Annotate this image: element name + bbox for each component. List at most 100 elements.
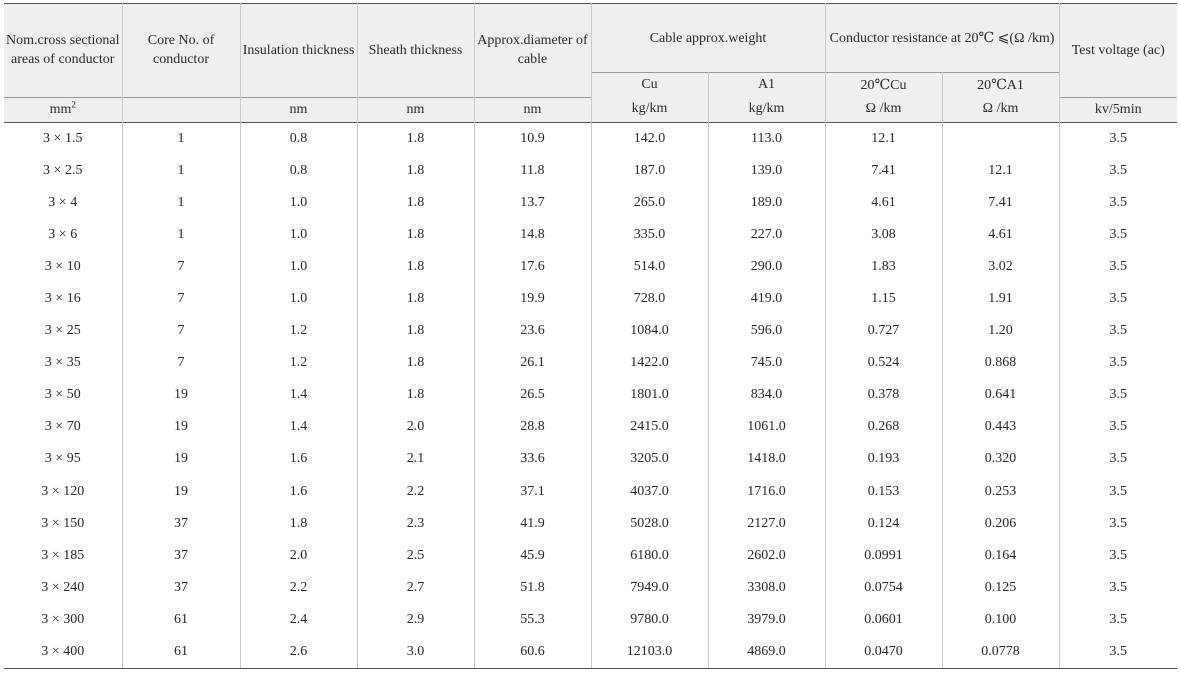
cell-sheath: 2.3 <box>357 507 475 540</box>
cell-sheath: 1.8 <box>357 122 475 155</box>
cell-res-cu: 1.15 <box>825 282 943 316</box>
cell-res-al: 0.100 <box>942 603 1060 636</box>
cell-voltage: 3.5 <box>1059 154 1178 187</box>
cell-res-cu: 0.153 <box>825 475 943 508</box>
header-sheath: Sheath thickness <box>357 3 475 97</box>
cell-diameter: 33.6 <box>474 443 592 476</box>
cell-cores: 19 <box>122 443 241 476</box>
cell-sheath: 1.8 <box>357 379 475 412</box>
cell-cores: 1 <box>122 154 241 187</box>
cell-weight-cu: 5028.0 <box>591 507 709 540</box>
cell-sheath: 2.0 <box>357 411 475 444</box>
cell-area: 3 × 95 <box>4 443 123 476</box>
cell-insulation: 1.0 <box>240 250 358 283</box>
cell-weight-al: 3979.0 <box>708 603 826 636</box>
cell-voltage: 3.5 <box>1059 636 1178 670</box>
table-row: 3 × 16 7 1.0 1.8 19.9 728.0 419.0 1.15 1.91 3.5 <box>4 282 1178 316</box>
cell-weight-al: 3308.0 <box>708 571 826 604</box>
header-row-units: mm2 nm nm nm kg/km kg/km Ω /km Ω /km kv/… <box>4 96 1178 122</box>
cell-res-al: 0.0778 <box>942 636 1060 670</box>
cell-diameter: 26.5 <box>474 379 592 412</box>
unit-diameter: nm <box>474 96 592 122</box>
cell-insulation: 2.0 <box>240 539 358 572</box>
cell-insulation: 1.2 <box>240 315 358 348</box>
header-weight-cu: Cu <box>591 72 709 97</box>
header-weight: Cable approx.weight <box>591 3 826 73</box>
unit-area: mm2 <box>4 96 123 122</box>
cell-cores: 1 <box>122 122 241 155</box>
table-row: 3 × 95 19 1.6 2.1 33.6 3205.0 1418.0 0.193 0.320… <box>4 443 1178 476</box>
cell-area: 3 × 10 <box>4 250 123 283</box>
cell-res-cu: 1.83 <box>825 250 943 283</box>
cell-insulation: 0.8 <box>240 122 358 155</box>
cell-diameter: 51.8 <box>474 571 592 604</box>
cell-weight-al: 419.0 <box>708 282 826 316</box>
cell-weight-al: 2602.0 <box>708 539 826 572</box>
cell-cores: 37 <box>122 571 241 604</box>
cell-cores: 7 <box>122 315 241 348</box>
cell-sheath: 2.2 <box>357 475 475 508</box>
cell-voltage: 3.5 <box>1059 507 1178 540</box>
cell-sheath: 1.8 <box>357 347 475 380</box>
cell-res-al: 12.1 <box>942 154 1060 187</box>
cell-sheath: 2.7 <box>357 571 475 604</box>
unit-res-cu: Ω /km <box>825 97 943 122</box>
cell-area: 3 × 25 <box>4 315 123 348</box>
cell-area: 3 × 185 <box>4 539 123 572</box>
cell-area: 3 × 120 <box>4 475 123 508</box>
cell-insulation: 1.4 <box>240 411 358 444</box>
cell-weight-al: 189.0 <box>708 186 826 219</box>
cell-weight-al: 290.0 <box>708 250 826 283</box>
cell-weight-cu: 142.0 <box>591 122 709 155</box>
cell-voltage: 3.5 <box>1059 315 1178 348</box>
cell-res-al: 7.41 <box>942 186 1060 219</box>
cell-insulation: 0.8 <box>240 154 358 187</box>
cell-sheath: 2.5 <box>357 539 475 572</box>
cell-weight-al: 2127.0 <box>708 507 826 540</box>
header-weight-al: A1 <box>708 72 826 97</box>
cell-weight-cu: 3205.0 <box>591 443 709 476</box>
cell-res-cu: 0.378 <box>825 379 943 412</box>
table-row: 3 × 70 19 1.4 2.0 28.8 2415.0 1061.0 0.268 0.443… <box>4 411 1178 444</box>
cell-weight-al: 4869.0 <box>708 636 826 670</box>
cell-insulation: 2.6 <box>240 636 358 670</box>
cell-res-cu: 3.08 <box>825 218 943 251</box>
cell-weight-cu: 265.0 <box>591 186 709 219</box>
cell-res-al: 1.20 <box>942 315 1060 348</box>
cell-diameter: 28.8 <box>474 411 592 444</box>
cell-weight-cu: 12103.0 <box>591 636 709 670</box>
table-row: 3 × 25 7 1.2 1.8 23.6 1084.0 596.0 0.727 1.20 3.5 <box>4 315 1178 348</box>
cell-weight-cu: 4037.0 <box>591 475 709 508</box>
cell-cores: 37 <box>122 507 241 540</box>
cell-area: 3 × 50 <box>4 379 123 412</box>
table-row: 3 × 10 7 1.0 1.8 17.6 514.0 290.0 1.83 3.02 3.5 <box>4 250 1178 283</box>
cell-weight-cu: 1801.0 <box>591 379 709 412</box>
table-row: 3 × 1.5 1 0.8 1.8 10.9 142.0 113.0 12.1 3.5 <box>4 122 1178 155</box>
cell-insulation: 2.2 <box>240 571 358 604</box>
cell-cores: 7 <box>122 282 241 316</box>
cell-insulation: 1.0 <box>240 282 358 316</box>
cell-res-cu: 0.193 <box>825 443 943 476</box>
unit-insulation: nm <box>240 96 358 122</box>
cell-cores: 19 <box>122 475 241 508</box>
cell-voltage: 3.5 <box>1059 475 1178 508</box>
cell-area: 3 × 35 <box>4 347 123 380</box>
cell-area: 3 × 400 <box>4 636 123 670</box>
cell-area: 3 × 240 <box>4 571 123 604</box>
header-row-sub: Cu A1 20℃Cu 20℃A1 <box>4 72 1177 97</box>
table-row: 3 × 4 1 1.0 1.8 13.7 265.0 189.0 4.61 7.41 3.5 <box>4 186 1178 219</box>
cell-res-cu: 0.727 <box>825 315 943 348</box>
cell-diameter: 13.7 <box>474 186 592 219</box>
cell-voltage: 3.5 <box>1059 539 1178 572</box>
cell-res-cu: 4.61 <box>825 186 943 219</box>
cell-weight-cu: 335.0 <box>591 218 709 251</box>
cell-sheath: 1.8 <box>357 186 475 219</box>
table-row: 3 × 120 19 1.6 2.2 37.1 4037.0 1716.0 0.153 0.25… <box>4 475 1178 508</box>
cell-diameter: 60.6 <box>474 636 592 670</box>
cell-res-cu: 7.41 <box>825 154 943 187</box>
unit-cores <box>122 96 241 122</box>
table-row: 3 × 50 19 1.4 1.8 26.5 1801.0 834.0 0.378 0.641 3… <box>4 379 1178 412</box>
table-row: 3 × 6 1 1.0 1.8 14.8 335.0 227.0 3.08 4.61 3.5 <box>4 218 1178 251</box>
header-cores: Core No. of conductor <box>122 3 241 97</box>
